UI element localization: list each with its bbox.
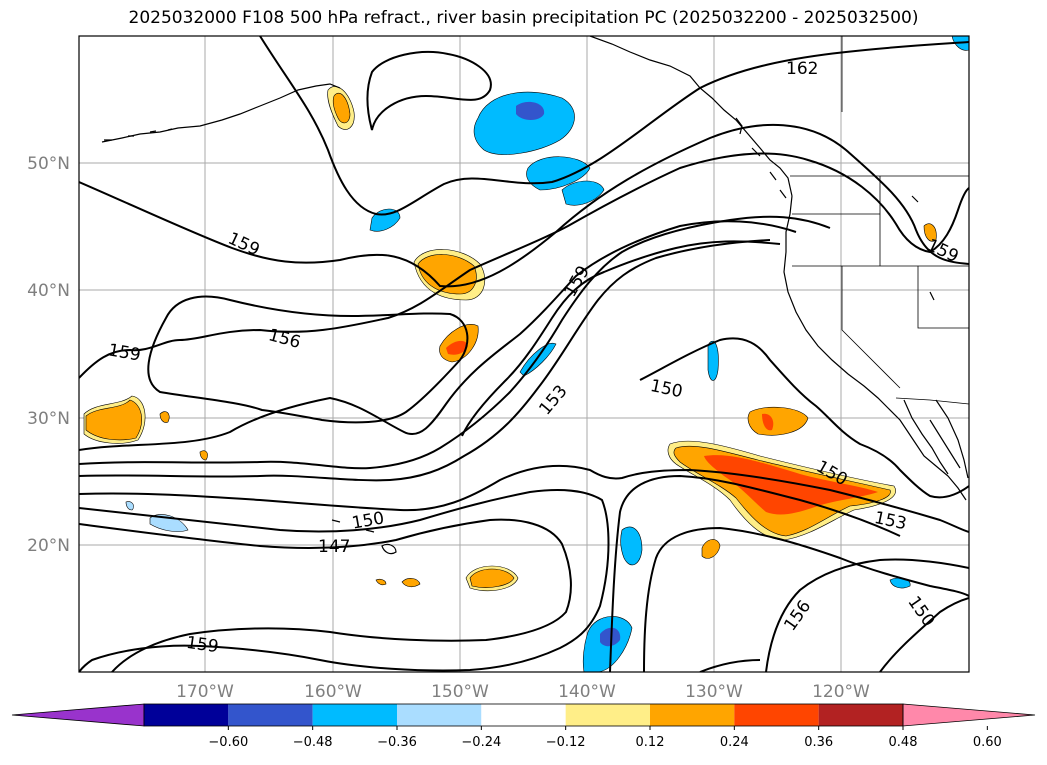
colorbar-tick-label: −0.48: [293, 735, 333, 750]
lon-label-160w: 160°W: [304, 682, 362, 702]
colorbar-tick-label: 0.36: [804, 735, 833, 750]
contour-line: [639, 337, 969, 499]
aleutian-islands: [104, 128, 173, 141]
colorbar: −0.60 −0.48 −0.36 −0.24 −0.12 0.12 0.24 0.36 0.4…: [11, 703, 1036, 750]
precip-negative-patch: [561, 180, 605, 206]
precip-negative-patch: [526, 156, 591, 191]
map-frame: [78, 35, 970, 673]
colorbar-segment: [481, 704, 566, 726]
political-borders: [790, 36, 969, 405]
contour-line: [765, 558, 969, 672]
lon-label-140w: 140°W: [558, 682, 616, 702]
precip-positive-patch: [417, 254, 477, 295]
colorbar-segment: [397, 704, 482, 726]
colorbar-tick-label: −0.12: [546, 735, 586, 750]
us-state-border: [792, 176, 969, 389]
colorbar-segment: [650, 704, 735, 726]
colorbar-tick-label: 0.24: [720, 735, 749, 750]
contour-line: [259, 36, 969, 216]
map-title: 2025032000 F108 500 hPa refract., river …: [128, 8, 919, 28]
coastlines: [101, 36, 969, 555]
contour-line: [79, 489, 610, 672]
lat-label-20n: 20°N: [27, 536, 70, 556]
contour-line: [79, 518, 572, 672]
lat-label-50n: 50°N: [27, 154, 70, 174]
contour-label: 159: [185, 633, 220, 657]
colorbar-segment: [312, 704, 397, 726]
precip-negative-core: [600, 627, 621, 647]
contour-line: [609, 474, 901, 672]
colorbar-tick-label: 0.12: [636, 735, 665, 750]
longitude-labels: 170°W 160°W 150°W 140°W 130°W 120°W: [176, 682, 870, 702]
precip-positive-patch: [401, 578, 421, 588]
precip-positive-core: [446, 340, 468, 355]
precip-negative-patch: [620, 526, 643, 566]
colorbar-outline: [143, 703, 904, 727]
latitude-labels: 50°N 40°N 30°N 20°N: [27, 154, 70, 556]
baja-california-coast: [903, 399, 961, 475]
colorbar-segment: [565, 704, 650, 726]
colorbar-tick-label: −0.60: [208, 735, 248, 750]
alaska-peninsula-coast: [101, 83, 341, 143]
us-mexico-border: [895, 397, 969, 405]
bc-islands: [735, 117, 787, 199]
precip-positive-core: [704, 455, 878, 515]
contour-line: [699, 659, 761, 672]
precip-negative-patch: [125, 501, 134, 511]
contours: [79, 36, 969, 672]
lat-label-40n: 40°N: [27, 281, 70, 301]
contour-line: [366, 51, 492, 131]
contour-line: [643, 526, 969, 672]
lon-label-120w: 120°W: [812, 682, 870, 702]
lat-label-30n: 30°N: [27, 409, 70, 429]
colorbar-segment: [144, 704, 229, 726]
contour-label: 147: [318, 537, 350, 557]
gulf-of-alaska-coast: [589, 36, 793, 197]
contour-line: [461, 240, 781, 437]
colorbar-segment: [818, 704, 903, 726]
precip-positive-patch: [923, 223, 937, 242]
precip-negative-patch: [707, 340, 719, 381]
colorbar-tick-label: −0.36: [377, 735, 417, 750]
colorbar-extend-max: [902, 703, 1036, 727]
contour-line: [79, 464, 969, 533]
colorbar-extend-min: [11, 703, 145, 727]
lake-outline: [911, 195, 935, 301]
hawaii-islands: [331, 519, 397, 555]
precip-positive-patch: [469, 568, 515, 588]
lon-label-150w: 150°W: [431, 682, 489, 702]
colorbar-segment: [228, 704, 313, 726]
us-west-coast: [783, 195, 967, 501]
contour-line: [79, 220, 797, 451]
contour-line: [879, 597, 969, 672]
contour-line: [79, 215, 831, 470]
precip-positive-core: [762, 413, 774, 431]
lon-label-130w: 130°W: [685, 682, 743, 702]
mainland-mexico-coast: [935, 399, 969, 479]
colorbar-tick-label: 0.48: [889, 735, 918, 750]
colorbar-tick-label: −0.24: [461, 735, 501, 750]
colorbar-segment: [734, 704, 819, 726]
precip-negative-patch: [473, 91, 575, 155]
precip-positive-patch: [701, 539, 721, 559]
precip-positive-patch: [159, 411, 170, 423]
precip-positive-patch: [85, 399, 142, 441]
precip-negative-core: [516, 101, 545, 120]
contour-line: [79, 152, 969, 379]
colorbar-tick-label: 0.60: [973, 735, 1002, 750]
contour-line: [79, 239, 771, 482]
precip-negative-patch: [149, 514, 189, 532]
precip-positive-patch: [375, 578, 387, 586]
precip-positive-patch: [332, 92, 351, 124]
contour-label: 162: [786, 59, 818, 79]
precip-positive-patch: [199, 450, 208, 461]
lon-label-170w: 170°W: [176, 682, 234, 702]
